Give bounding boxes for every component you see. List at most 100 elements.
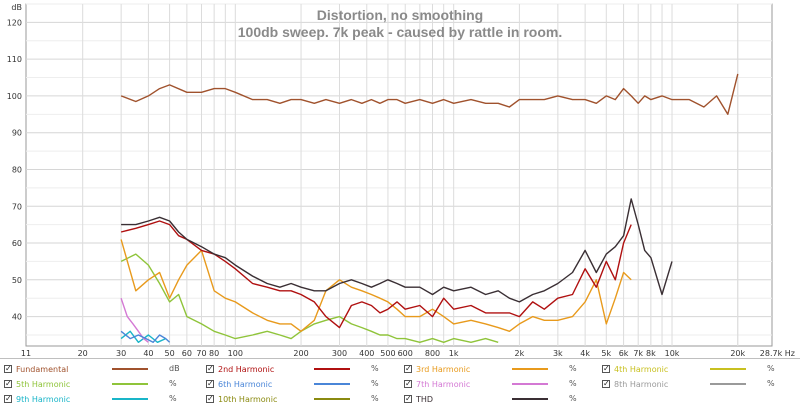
x-tick-label: 7k <box>633 349 643 358</box>
legend-checkbox[interactable]: ✓ <box>206 379 214 388</box>
x-tick-label: 10k <box>665 349 680 358</box>
legend-item[interactable]: ✓ THD <box>404 392 433 406</box>
legend-checkbox[interactable]: ✓ <box>4 364 12 373</box>
chart-title: Distortion, no smoothing <box>317 7 483 23</box>
legend-swatch <box>112 368 148 370</box>
legend-unit: % <box>569 379 577 388</box>
legend-unit: % <box>767 379 775 388</box>
legend-unit: % <box>169 394 177 403</box>
series-line-7th-harmonic <box>120 297 149 343</box>
legend-item[interactable]: ✓ 9th Harmonic <box>4 392 70 406</box>
legend-label: Fundamental <box>16 364 69 374</box>
y-tick-label: 50 <box>12 276 22 285</box>
x-tick-label: 200 <box>293 349 308 358</box>
legend-label: THD <box>416 394 434 404</box>
legend-swatch <box>314 398 350 400</box>
legend-label: 4th Harmonic <box>614 364 669 374</box>
legend-swatch <box>512 383 548 385</box>
x-tick-label: 100 <box>228 349 243 358</box>
series-line-5th-harmonic <box>120 253 499 343</box>
legend-checkbox[interactable]: ✓ <box>404 394 412 403</box>
x-tick-label: 1k <box>449 349 459 358</box>
legend-checkbox[interactable]: ✓ <box>4 379 12 388</box>
x-tick-label: 50 <box>164 349 174 358</box>
x-tick-label: 4k <box>580 349 590 358</box>
legend-checkbox[interactable]: ✓ <box>404 379 412 388</box>
x-tick-label: 400 <box>359 349 374 358</box>
legend-label: 8th Harmonic <box>614 379 669 389</box>
legend-unit: % <box>371 364 379 373</box>
x-tick-label: 3k <box>553 349 563 358</box>
x-tick-label: 60 <box>182 349 192 358</box>
legend-item[interactable]: ✓ 4th Harmonic <box>602 362 668 376</box>
legend-checkbox[interactable]: ✓ <box>206 394 214 403</box>
legend-item[interactable]: ✓ 8th Harmonic <box>602 377 668 391</box>
legend-item[interactable]: ✓ 2nd Harmonic <box>206 362 274 376</box>
legend-checkbox[interactable]: ✓ <box>602 364 610 373</box>
legend-unit: % <box>371 379 379 388</box>
y-tick-label: 60 <box>12 239 22 248</box>
series-line-fundamental <box>120 73 739 115</box>
legend-label: 2nd Harmonic <box>218 364 275 374</box>
x-tick-label: 20 <box>78 349 88 358</box>
legend-checkbox[interactable]: ✓ <box>206 364 214 373</box>
legend-item[interactable]: ✓ 6th Harmonic <box>206 377 272 391</box>
legend-swatch <box>112 383 148 385</box>
legend-panel: ✓ Fundamental dB ✓ 2nd Harmonic% ✓ 3rd Harmoni… <box>0 358 800 410</box>
legend-label: 3rd Harmonic <box>416 364 471 374</box>
series-line-3rd-harmonic <box>120 239 632 332</box>
x-tick-label: 600 <box>398 349 413 358</box>
y-tick-label: 40 <box>12 313 22 322</box>
legend-swatch <box>314 383 350 385</box>
x-tick-label: 80 <box>209 349 219 358</box>
x-tick-label: 30 <box>116 349 126 358</box>
x-tick-label: 500 <box>380 349 395 358</box>
legend-label: 6th Harmonic <box>218 379 273 389</box>
x-tick-label: 2k <box>515 349 525 358</box>
y-axis-unit: dB <box>11 3 22 12</box>
legend-swatch <box>314 368 350 370</box>
plot-area <box>25 3 773 347</box>
legend-checkbox[interactable]: ✓ <box>602 379 610 388</box>
legend-label: 10th Harmonic <box>218 394 278 404</box>
legend-unit: % <box>569 394 577 403</box>
y-tick-label: 120 <box>7 18 22 27</box>
y-tick-label: 100 <box>7 92 22 101</box>
series-line-6th-harmonic <box>120 330 171 343</box>
x-tick-label: 6k <box>619 349 629 358</box>
legend-label: 9th Harmonic <box>16 394 71 404</box>
x-tick-label: 70 <box>196 349 206 358</box>
y-tick-label: 110 <box>7 55 22 64</box>
x-axis-unit: 28.7k Hz <box>760 349 795 358</box>
x-tick-label: 8k <box>646 349 656 358</box>
x-tick-label: 40 <box>143 349 153 358</box>
y-tick-label: 80 <box>12 165 22 174</box>
x-tick-label: 11 <box>21 349 31 358</box>
legend-item[interactable]: ✓ 3rd Harmonic <box>404 362 470 376</box>
legend-item[interactable]: ✓ 5th Harmonic <box>4 377 70 391</box>
legend-item[interactable]: ✓ 10th Harmonic <box>206 392 277 406</box>
x-tick-label: 300 <box>332 349 347 358</box>
legend-unit: % <box>569 364 577 373</box>
legend-label: 5th Harmonic <box>16 379 71 389</box>
x-tick-label: 20k <box>730 349 745 358</box>
chart-subtitle: 100db sweep. 7k peak - caused by rattle … <box>238 24 562 40</box>
series-line-2nd-harmonic <box>120 220 632 329</box>
x-tick-label: 800 <box>425 349 440 358</box>
legend-unit: % <box>767 364 775 373</box>
y-tick-label: 70 <box>12 202 22 211</box>
x-tick-label: 5k <box>601 349 611 358</box>
legend-swatch <box>710 383 746 385</box>
legend-label: 7th Harmonic <box>416 379 471 389</box>
legend-swatch <box>112 398 148 400</box>
legend-unit: % <box>169 379 177 388</box>
legend-checkbox[interactable]: ✓ <box>404 364 412 373</box>
legend-unit: dB <box>169 364 180 373</box>
legend-item[interactable]: ✓ 7th Harmonic <box>404 377 470 391</box>
legend-checkbox[interactable]: ✓ <box>4 394 12 403</box>
legend-swatch <box>512 368 548 370</box>
legend-item[interactable]: ✓ Fundamental <box>4 362 68 376</box>
distortion-chart: 40 50 60 70 80 90 100 110 120 11 20 30 40 50 60 70 80 100… <box>7 3 795 358</box>
series-line-thd <box>121 198 673 303</box>
